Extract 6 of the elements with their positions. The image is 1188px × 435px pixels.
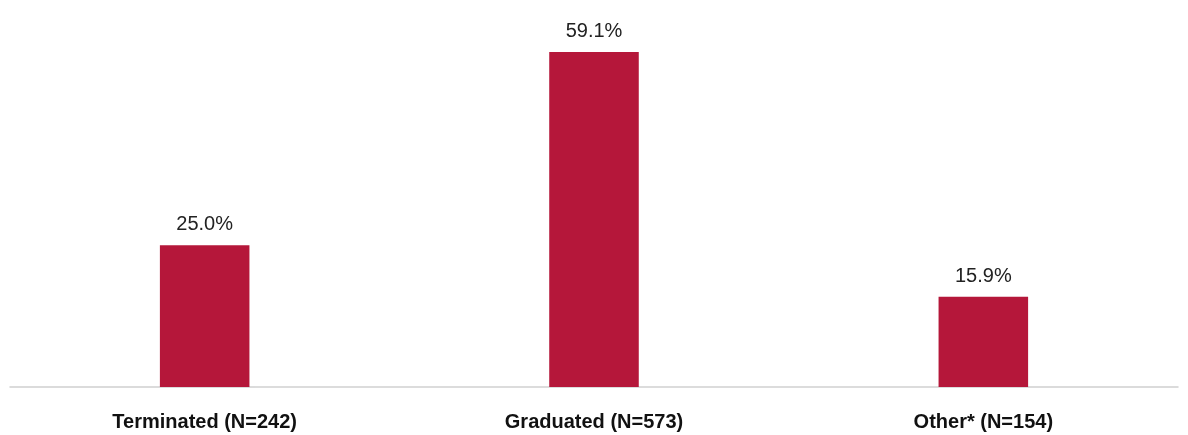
data-label: 15.9% [954, 263, 1012, 286]
x-tick-label: Other* (N=154) [913, 410, 1054, 432]
data-label: 59.1% [565, 19, 623, 41]
x-tick-label: Terminated (N=242) [112, 410, 298, 432]
x-tick-label: Graduated (N=573) [504, 410, 684, 432]
data-label: 25.0% [176, 212, 234, 235]
